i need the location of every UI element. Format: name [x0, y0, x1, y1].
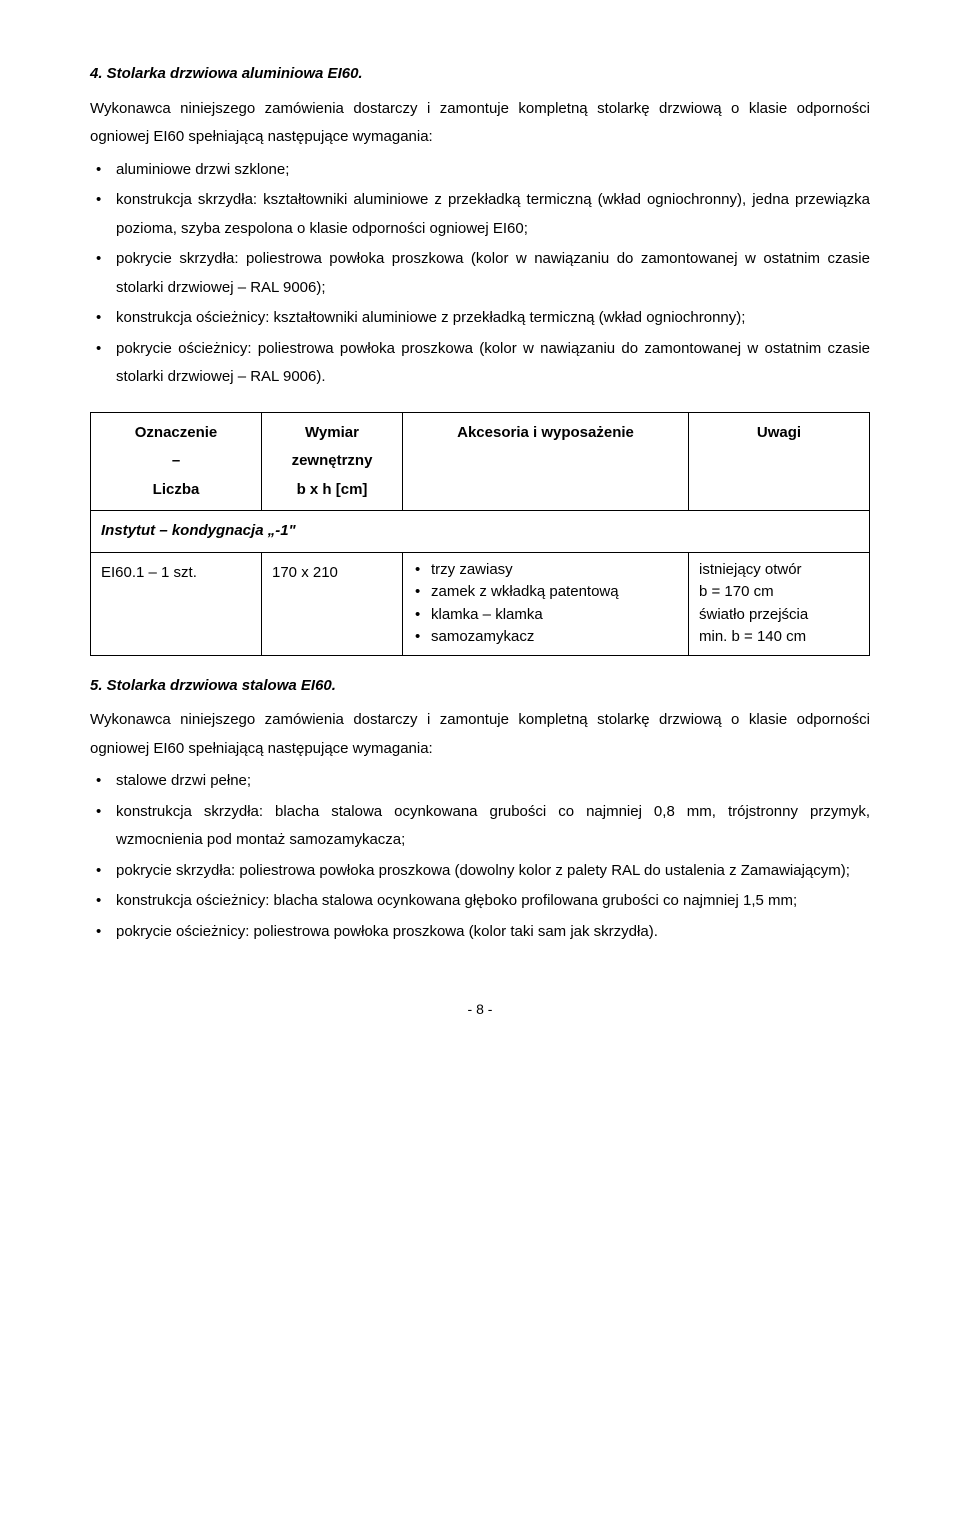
section4-title: 4. Stolarka drzwiowa aluminiowa EI60. [90, 60, 870, 89]
list-item: pokrycie skrzydła: poliestrowa powłoka p… [90, 857, 870, 886]
list-item: trzy zawiasy [413, 559, 678, 582]
list-item: stalowe drzwi pełne; [90, 767, 870, 796]
section4-list: aluminiowe drzwi szklone; konstrukcja sk… [90, 156, 870, 392]
accessories-list: trzy zawiasy zamek z wkładką patentową k… [413, 559, 678, 649]
list-item: pokrycie ościeżnicy: poliestrowa powłoka… [90, 918, 870, 947]
list-item: zamek z wkładką patentową [413, 581, 678, 604]
th-oznaczenie: Oznaczenie – Liczba [91, 412, 262, 511]
table-group-row: Instytut – kondygnacja „-1" [91, 511, 870, 553]
spec-table: Oznaczenie – Liczba Wymiar zewnętrzny b … [90, 412, 870, 656]
list-item: pokrycie ościeżnicy: poliestrowa powłoka… [90, 335, 870, 392]
td-dim: 170 x 210 [262, 552, 403, 655]
page-number: - 8 - [90, 996, 870, 1023]
th-akcesoria: Akcesoria i wyposażenie [403, 412, 689, 511]
section5-list: stalowe drzwi pełne; konstrukcja skrzydł… [90, 767, 870, 946]
section4-intro: Wykonawca niniejszego zamówienia dostarc… [90, 95, 870, 152]
list-item: konstrukcja ościeżnicy: blacha stalowa o… [90, 887, 870, 916]
th-wymiar: Wymiar zewnętrzny b x h [cm] [262, 412, 403, 511]
table-header-row: Oznaczenie – Liczba Wymiar zewnętrzny b … [91, 412, 870, 511]
list-item: samozamykacz [413, 626, 678, 649]
section5-title: 5. Stolarka drzwiowa stalowa EI60. [90, 672, 870, 701]
table-row: EI60.1 – 1 szt. 170 x 210 trzy zawiasy z… [91, 552, 870, 655]
td-remarks: istniejący otwór b = 170 cm światło prze… [689, 552, 870, 655]
list-item: konstrukcja ościeżnicy: kształtowniki al… [90, 304, 870, 333]
list-item: konstrukcja skrzydła: kształtowniki alum… [90, 186, 870, 243]
group-label: Instytut – kondygnacja „-1" [91, 511, 870, 553]
list-item: konstrukcja skrzydła: blacha stalowa ocy… [90, 798, 870, 855]
list-item: pokrycie skrzydła: poliestrowa powłoka p… [90, 245, 870, 302]
th-uwagi: Uwagi [689, 412, 870, 511]
list-item: aluminiowe drzwi szklone; [90, 156, 870, 185]
td-accessories: trzy zawiasy zamek z wkładką patentową k… [403, 552, 689, 655]
td-label: EI60.1 – 1 szt. [91, 552, 262, 655]
section5-intro: Wykonawca niniejszego zamówienia dostarc… [90, 706, 870, 763]
list-item: klamka – klamka [413, 604, 678, 627]
page-content: 4. Stolarka drzwiowa aluminiowa EI60. Wy… [0, 0, 960, 1063]
